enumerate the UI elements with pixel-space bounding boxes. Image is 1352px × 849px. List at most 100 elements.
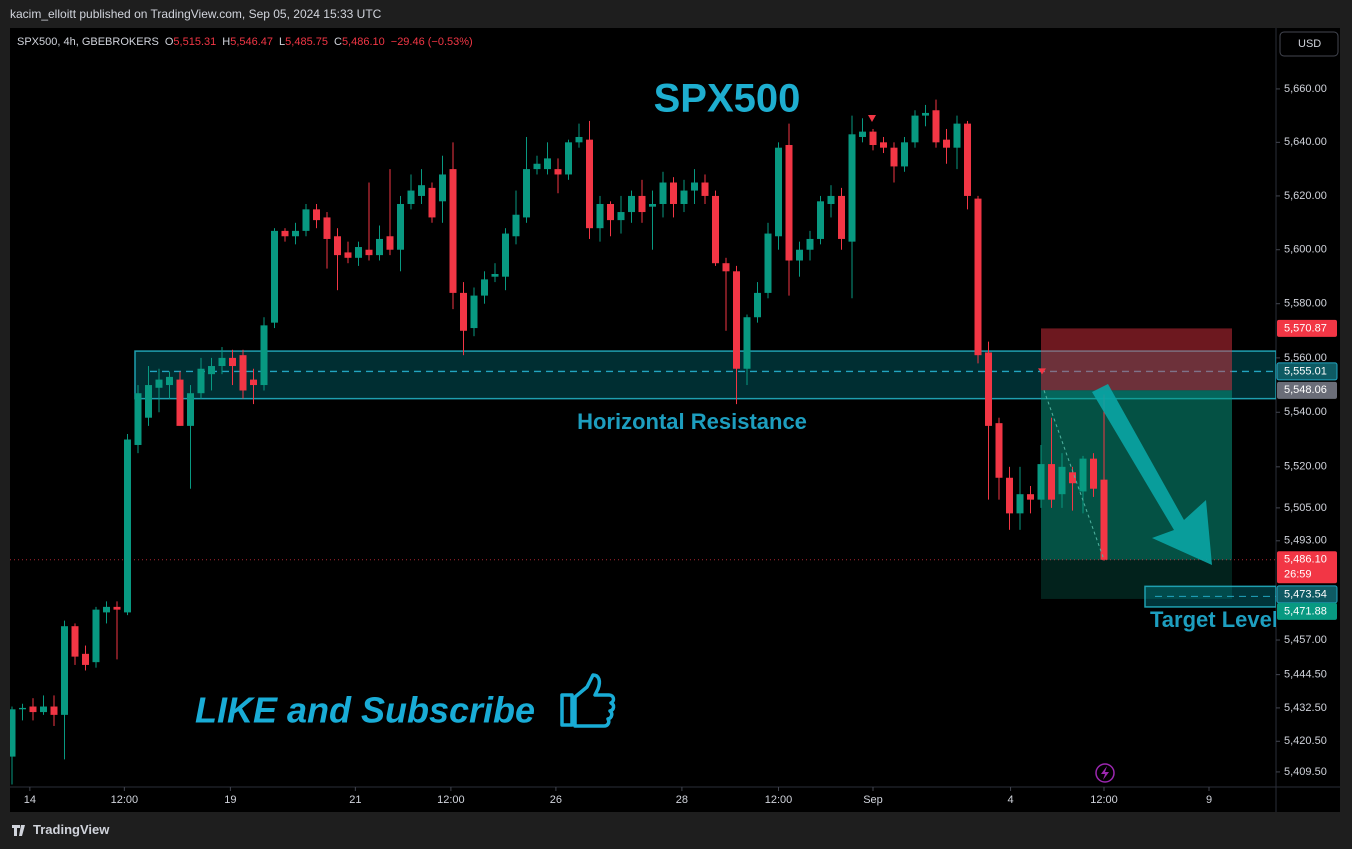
event-icon [1101,766,1109,780]
candle-body [1006,477,1014,514]
candle-body [953,123,961,148]
target-zone [1144,585,1276,608]
candle-body [848,134,856,242]
candle-body [71,626,79,657]
candle-body [113,606,121,610]
candle-body [344,252,352,258]
candle-body [691,182,699,191]
candle-body [607,203,615,221]
candle-body [291,230,299,237]
candle-body [218,357,226,367]
candle-body [659,182,667,204]
x-tick-label: 21 [349,794,361,806]
candle-body [964,123,972,196]
candle-body [1048,464,1056,500]
ohlc-key: L [279,36,285,48]
event-icon[interactable] [1095,763,1115,783]
candle-body [922,112,930,116]
candle-body [386,236,394,250]
logo [12,825,25,836]
title: SPX500 [654,77,801,121]
candle-body [502,233,510,277]
candle-body [302,209,310,231]
candle-body [323,217,331,239]
resistance-zone [134,350,1276,400]
ohlc-key: O [165,36,174,48]
price-label: 5,486.10 [1284,554,1327,566]
candle-body [565,142,573,175]
candle-body [439,174,447,202]
candle-body [754,292,762,318]
candle-body [596,203,604,229]
candle-body [102,606,110,613]
candle-body [575,136,583,143]
x-tick-label: 26 [550,794,562,806]
candle-body [39,706,47,713]
candle-body [1037,464,1045,500]
candle-body [533,163,541,170]
y-tick-label: 5,409.50 [1284,766,1327,778]
x-tick-label: Sep [863,794,883,806]
candle-body [155,379,163,388]
candle-body [239,355,247,391]
price-label: 5,570.87 [1284,322,1327,334]
candle-body [775,147,783,237]
candle-body [228,357,236,367]
arrow [1092,384,1212,565]
y-tick-label: 5,520.00 [1284,461,1327,473]
price-label: 5,555.01 [1284,365,1327,377]
candle-body [50,706,58,715]
candle-body [817,201,825,239]
candle-body [764,233,772,293]
candle-body [796,249,804,261]
currency[interactable]: USD [1298,38,1321,50]
candle-body [1079,458,1087,492]
candle-body [544,158,552,170]
candle-body [880,142,888,148]
ohlc-value: 5,485.75 [285,36,328,48]
y-tick-label: 5,580.00 [1284,298,1327,310]
currency-button[interactable] [1279,31,1339,57]
candle-body [144,385,152,418]
ohlc-key: H [222,36,230,48]
x-tick-label: 14 [24,794,36,806]
candle-body [512,214,520,237]
candle-body [670,182,678,204]
candle-body [911,115,919,143]
price-label-bg [1277,381,1337,399]
candle-body [890,147,898,167]
candle-body [943,139,951,148]
candle-body [1069,472,1077,484]
candle-body [81,653,89,665]
publish-info: kacim_elloitt published on TradingView.c… [10,7,382,21]
y-tick-label: 5,444.50 [1284,669,1327,681]
annotation: LIKE and Subscribe [195,690,535,731]
candle-body [134,393,142,445]
candle-body [18,707,26,710]
ohlc-value: 5,546.47 [230,36,273,48]
target-label: Target Level [1150,607,1278,632]
candle-body [712,195,720,264]
y-tick-label: 5,560.00 [1284,352,1327,364]
candle-body [523,169,531,218]
legend: SPX500, 4h, GBEBROKERS O 5,515.31 H 5,546.47… [17,36,473,48]
candle-body [10,709,16,757]
candle-body [680,190,688,204]
y-tick-label: 5,457.00 [1284,634,1327,646]
candle-body [985,352,993,426]
candle-body [491,273,499,277]
x-tick-label: 12:00 [111,794,139,806]
candle-body [554,169,562,175]
x-tick-label: 12:00 [1090,794,1118,806]
candle-body [176,379,184,426]
y-tick-label: 5,660.00 [1284,83,1327,95]
candle-body [1016,494,1024,514]
candle-body [838,195,846,239]
y-tick-label: 5,493.00 [1284,535,1327,547]
price-label-bg [1277,551,1337,584]
price-label: 5,548.06 [1284,384,1327,396]
candle-body [470,295,478,329]
y-tick-label: 5,420.50 [1284,735,1327,747]
y-tick-label: 5,505.00 [1284,502,1327,514]
stop-zone [1041,328,1232,391]
